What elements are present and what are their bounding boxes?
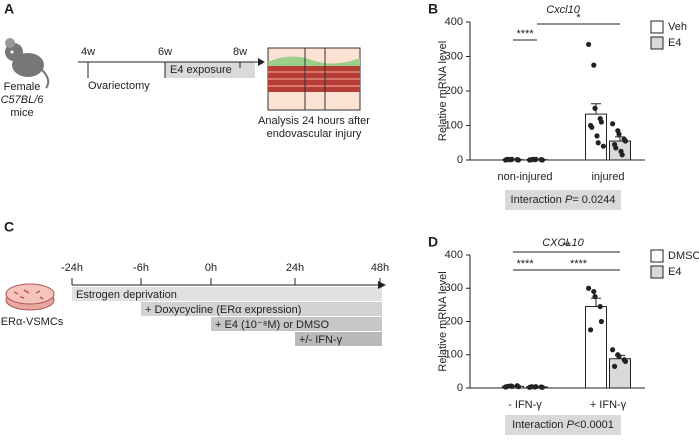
legend-swatch xyxy=(651,37,663,49)
data-point xyxy=(613,145,618,150)
y-tick-label: 300 xyxy=(445,50,463,62)
step-label: E4 exposure xyxy=(170,64,232,76)
bar xyxy=(610,359,631,388)
panel-label: A xyxy=(4,1,14,17)
panel-a: A Female C57BL/6 mice 4w 6w 8w Ovariecto… xyxy=(1,1,371,140)
step-label: + Doxycycline (ERα expression) xyxy=(145,304,301,316)
data-point xyxy=(598,304,603,309)
data-point xyxy=(599,119,604,124)
panel-label: C xyxy=(4,219,14,235)
data-point xyxy=(623,359,628,364)
data-point xyxy=(540,157,545,162)
time-label: 24h xyxy=(286,262,304,274)
legend-swatch xyxy=(651,250,663,262)
legend-swatch xyxy=(651,21,663,33)
time-label: 0h xyxy=(205,262,217,274)
legend-label: E4 xyxy=(668,37,681,49)
data-point xyxy=(516,384,521,389)
data-point xyxy=(516,157,521,162)
significance-label: **** xyxy=(516,258,534,270)
x-tick-label: injured xyxy=(591,171,624,183)
data-point xyxy=(592,294,597,299)
data-point xyxy=(591,63,596,68)
panel-label: D xyxy=(428,234,438,250)
x-tick-label: - IFN-γ xyxy=(508,399,542,411)
time-label: -24h xyxy=(61,262,83,274)
legend-swatch xyxy=(651,266,663,278)
data-point xyxy=(616,354,621,359)
y-tick-label: 200 xyxy=(445,315,463,327)
panel-c: C ERα-VSMCs -24h -6h 0h 24h 48h Estrogen… xyxy=(1,219,389,346)
vessel-illustration xyxy=(268,48,360,110)
interaction-value: <0.0001 xyxy=(574,419,614,431)
analysis-text: endovascular injury xyxy=(267,128,362,140)
data-point xyxy=(586,286,591,291)
data-point xyxy=(612,364,617,369)
data-point xyxy=(596,140,601,145)
data-point xyxy=(505,384,510,389)
y-tick-label: 400 xyxy=(445,16,463,28)
data-point xyxy=(530,157,535,162)
cells-label: ERα-VSMCs xyxy=(1,316,64,328)
interaction-label: Interaction xyxy=(511,194,562,206)
y-tick-label: 0 xyxy=(457,154,463,166)
step-label: Ovariectomy xyxy=(88,80,150,92)
interaction-text: Interaction P<0.0001 xyxy=(512,419,614,431)
week-label: 8w xyxy=(233,46,247,58)
data-point xyxy=(599,319,604,324)
x-tick-label: non-injured xyxy=(497,171,552,183)
y-tick-label: 400 xyxy=(445,249,463,261)
significance-label: ** xyxy=(562,240,571,252)
y-tick-label: 300 xyxy=(445,282,463,294)
data-point xyxy=(589,125,594,130)
legend-label: Veh xyxy=(668,21,687,33)
legend-label: DMSO xyxy=(668,250,699,262)
data-point xyxy=(592,106,597,111)
y-tick-label: 100 xyxy=(445,119,463,131)
data-point xyxy=(591,289,596,294)
y-tick-label: 200 xyxy=(445,85,463,97)
significance-label: **** xyxy=(516,28,534,40)
data-point xyxy=(540,385,545,390)
week-label: 4w xyxy=(81,46,95,58)
interaction-value: = 0.0244 xyxy=(572,194,615,206)
time-label: -6h xyxy=(133,262,149,274)
y-tick-label: 0 xyxy=(457,382,463,394)
step-label: + E4 (10⁻⁸M) or DMSO xyxy=(215,319,329,331)
week-label: 6w xyxy=(158,46,172,58)
step-label: +/- IFN-γ xyxy=(299,334,343,346)
time-label: 48h xyxy=(371,262,389,274)
x-tick-label: + IFN-γ xyxy=(590,399,627,411)
legend-label: E4 xyxy=(668,266,681,278)
data-point xyxy=(620,152,625,157)
data-point xyxy=(506,157,511,162)
analysis-text: Analysis 24 hours after xyxy=(258,115,370,127)
mouse-text: mice xyxy=(10,107,33,119)
data-point xyxy=(623,138,628,143)
mouse-text: C57BL/6 xyxy=(1,94,45,106)
data-point xyxy=(616,132,621,137)
y-tick-label: 100 xyxy=(445,349,463,361)
data-point xyxy=(610,347,615,352)
significance-label: * xyxy=(576,12,581,24)
panel-label: B xyxy=(428,1,438,17)
dish-icon xyxy=(6,284,54,310)
bar xyxy=(586,307,607,388)
data-point xyxy=(601,144,606,149)
interaction-label: Interaction xyxy=(512,419,563,431)
mouse-text: Female xyxy=(4,81,41,93)
step-label: Estrogen deprivation xyxy=(76,289,177,301)
data-point xyxy=(588,327,593,332)
significance-label: **** xyxy=(570,258,588,270)
data-point xyxy=(610,121,615,126)
interaction-text: Interaction P= 0.0244 xyxy=(511,194,616,206)
data-point xyxy=(586,42,591,47)
data-point xyxy=(594,133,599,138)
data-point xyxy=(529,384,534,389)
